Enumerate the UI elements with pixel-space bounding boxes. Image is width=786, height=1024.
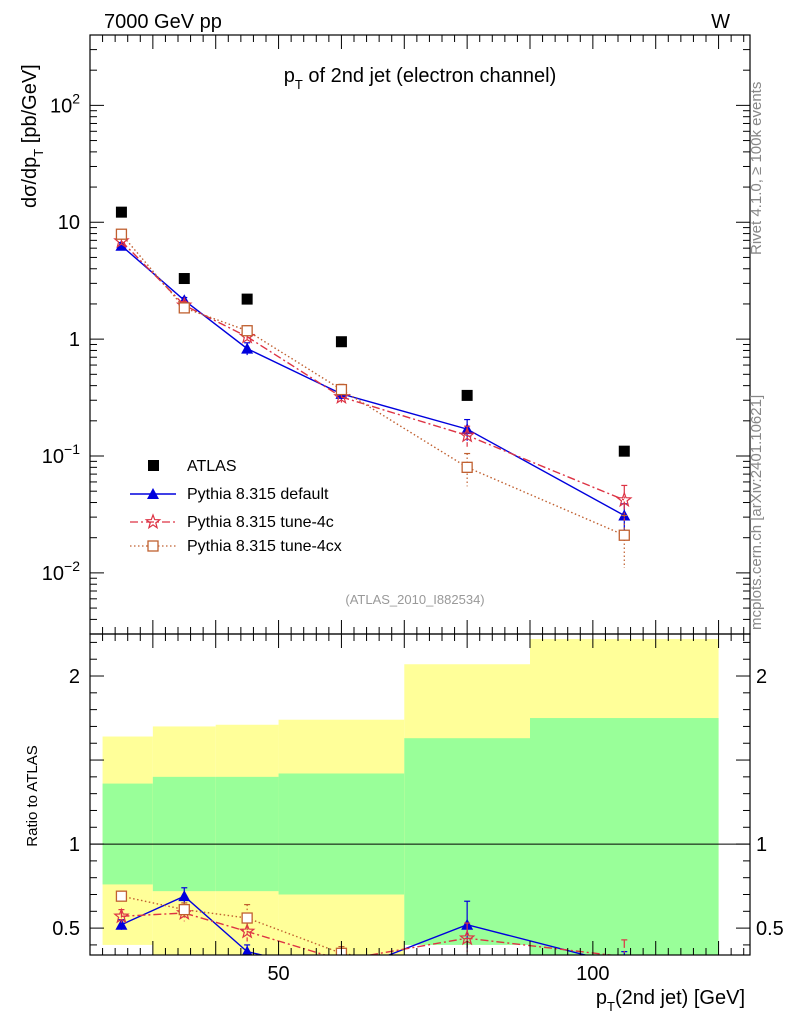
main-point-pythia-8-315-tune-4cx [618,529,630,541]
main-series-pythia-8-315-tune-4c [113,232,633,521]
band-inner-0 [102,783,153,885]
ratio-point-pythia-8-315-tune-4cx [178,903,190,916]
ratio-uncertainty-bands [90,639,750,955]
main-ytick-label: 1 [69,329,80,351]
main-panel-marks [113,206,633,569]
xtick-label: 50 [267,963,289,985]
header-right: W [711,11,730,33]
legend-entry-default: Pythia 8.315 default [130,486,329,503]
main-point-atlas [115,206,127,218]
main-y-axis-label: dσ/dpT [pb/GeV] [19,64,46,208]
analysis-annotation: (ATLAS_2010_I882534) [345,592,484,607]
ytick-exp: 2 [72,90,80,106]
main-ytick-label: 102 [50,90,80,117]
title-p: p [284,65,295,87]
main-point-pythia-8-315-tune-4c [615,491,633,508]
ylabel-main: dσ/dp [19,157,41,208]
ratio-ytick-label-right: 0.5 [756,918,784,940]
legend-default-marker [147,488,159,499]
ratio-point-pythia-8-315-default [242,945,253,955]
legend-tune4cx-label: Pythia 8.315 tune-4cx [187,538,342,555]
main-ytick-label: 10−1 [42,441,80,468]
ytick-base: 10 [50,95,72,117]
ytick-base: 10 [42,446,64,468]
legend-entry-tune4cx: Pythia 8.315 tune-4cx [130,538,342,555]
ratio-point-pythia-8-315-tune-4c [238,922,256,939]
xlabel-rest: (2nd jet) [GeV] [615,987,745,1009]
x-axis-label: pT(2nd jet) [GeV] [596,987,745,1014]
ylabel-rest: [pb/GeV] [19,64,41,149]
band-inner-1 [152,776,216,892]
ratio-point-pythia-8-315-default [178,890,191,902]
legend-atlas-label: ATLAS [187,458,237,475]
ratio-line-pythia-8-315-tune-4c [121,912,616,955]
main-point-pythia-8-315-tune-4c [458,426,476,443]
ytick-exp: −2 [64,558,80,574]
ratio-point-pythia-8-315-tune-4cx [241,912,253,924]
ratio-ytick-label: 1 [69,834,80,856]
main-point-atlas [241,293,253,305]
legend: ATLAS Pythia 8.315 default Pythia 8.315 … [130,458,342,555]
main-ytick-label: 10 [58,212,80,234]
legend-entry-atlas: ATLAS [148,458,237,475]
legend-default-label: Pythia 8.315 default [187,486,329,503]
main-point-atlas [618,445,630,457]
band-inner-5 [530,718,719,955]
main-ytick-label: 10−2 [42,558,80,585]
main-series-pythia-8-315-tune-4cx [115,228,630,569]
main-point-pythia-8-315-tune-4cx [461,461,473,473]
main-point-atlas [178,273,190,285]
main-point-pythia-8-315-default [241,342,254,354]
ratio-point-pythia-8-315-tune-4c [113,907,130,924]
ytick-exp: −1 [64,441,80,457]
legend-tune4cx-marker [147,540,159,552]
band-inner-2 [215,776,279,892]
main-point-pythia-8-315-tune-4cx [115,228,128,240]
legend-tune4c-marker [144,513,162,530]
plot-title: pT of 2nd jet (electron channel) [284,65,557,92]
main-point-pythia-8-315-default [115,239,128,251]
ratio-line-pythia-8-315-default [121,895,588,955]
legend-atlas-marker [148,460,159,471]
header-left: 7000 GeV pp [104,11,222,33]
main-point-pythia-8-315-tune-4cx [335,383,348,396]
main-point-atlas [335,336,347,348]
legend-tune4c-label: Pythia 8.315 tune-4c [187,514,334,531]
ratio-ytick-label: 2 [69,666,80,688]
ratio-ytick-label-right: 1 [756,834,767,856]
band-inner-3 [278,773,405,895]
ytick-base: 10 [42,563,64,585]
ratio-ytick-label: 0.5 [52,918,80,940]
title-rest: of 2nd jet (electron channel) [303,65,557,87]
main-point-pythia-8-315-tune-4cx [241,325,253,337]
rivet-label: Rivet 4.1.0, ≥ 100k events [748,82,765,255]
main-line-pythia-8-315-tune-4cx [120,233,625,536]
ratio-frame [89,633,751,956]
mcplots-label: mcplots.cern.ch [arXiv:2401.10621] [748,395,765,630]
legend-entry-tune4c: Pythia 8.315 tune-4c [130,513,334,531]
main-series-atlas [115,206,630,457]
ratio-y-axis-label: Ratio to ATLAS [24,745,41,846]
ylabel-sub: T [31,149,46,157]
main-line-pythia-8-315-default [120,245,625,517]
title-sub: T [295,77,303,92]
main-point-atlas [461,389,473,401]
main-point-pythia-8-315-tune-4cx [178,302,190,314]
ratio-point-pythia-8-315-tune-4cx [115,890,128,902]
xtick-label: 100 [576,963,609,985]
ratio-ytick-label-right: 2 [756,666,767,688]
xlabel-sub: T [607,999,615,1014]
ratio-point-pythia-8-315-default [115,918,128,930]
xlabel-p: p [596,987,607,1009]
